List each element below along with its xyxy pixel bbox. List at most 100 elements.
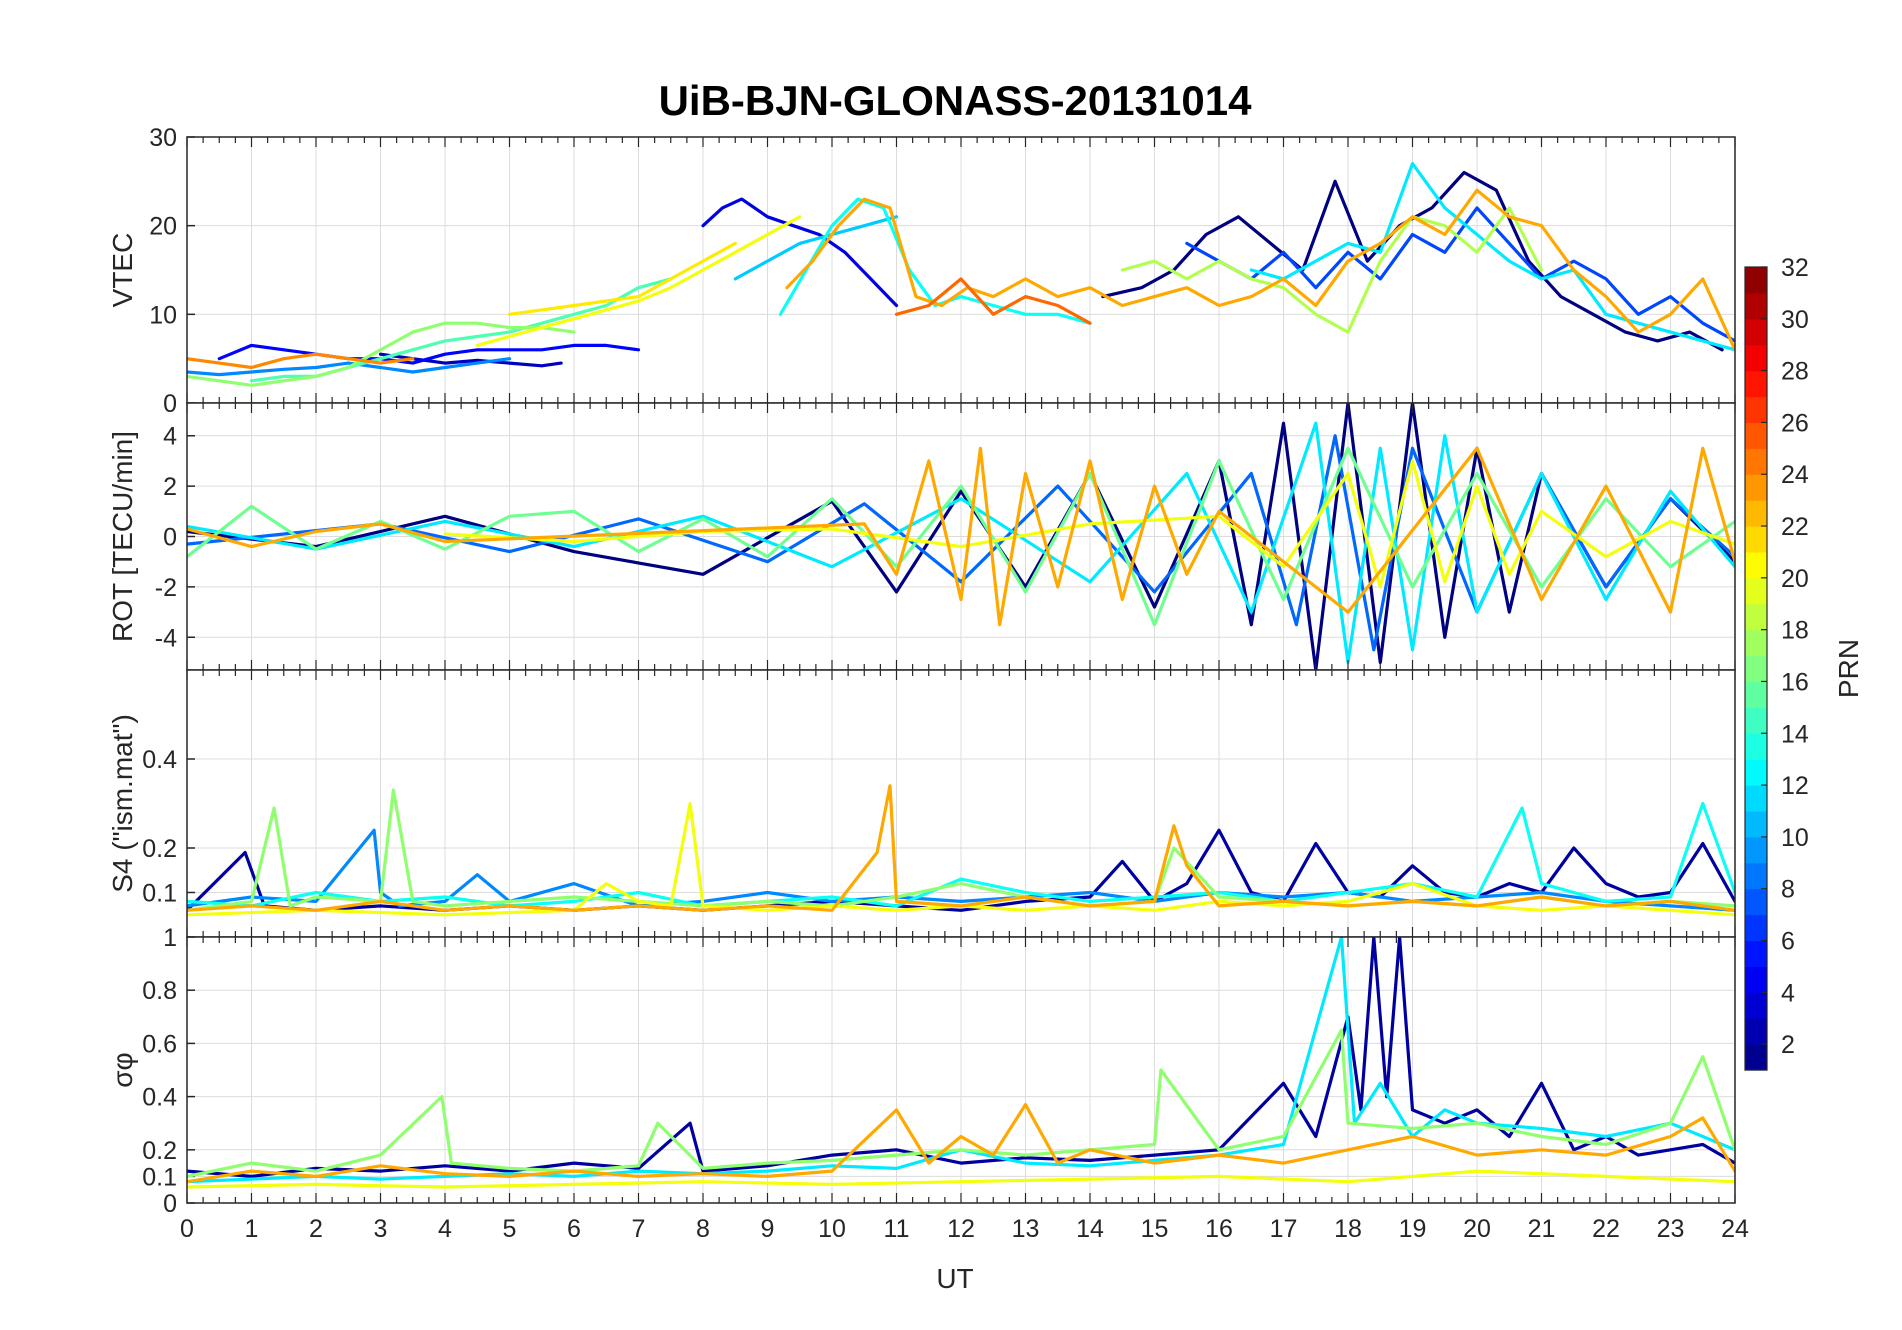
vtec-series-prn-11 xyxy=(733,215,899,281)
vtec-series-prn-13 xyxy=(778,197,1092,325)
vtec-series-prn-12 xyxy=(1249,162,1735,352)
rot-series-prn-12 xyxy=(187,421,1735,664)
colorbar-swatch xyxy=(1745,422,1767,449)
vtec-series-prn-5 xyxy=(217,343,641,365)
colorbar-swatch xyxy=(1745,500,1767,527)
sigma-ytick-label: 1 xyxy=(163,924,177,952)
sigma-ytick-label: 0.6 xyxy=(142,1030,177,1058)
colorbar-swatch xyxy=(1745,862,1767,890)
colorbar-swatch xyxy=(1745,292,1767,320)
rot-series-prn-16 xyxy=(187,446,1735,627)
x-tick-label: 12 xyxy=(947,1215,975,1243)
s4-series-prn-13 xyxy=(187,801,1735,908)
vtec-series-group xyxy=(187,162,1735,387)
colorbar-tick-label: 22 xyxy=(1781,513,1809,541)
sigma-series-prn-2 xyxy=(187,937,1735,1178)
x-tick-label: 21 xyxy=(1528,1215,1556,1243)
vtec-series-prn-7 xyxy=(1185,206,1735,343)
x-tick-label: 13 xyxy=(1012,1215,1040,1243)
colorbar-swatch xyxy=(1745,603,1767,631)
x-tick-label: 11 xyxy=(884,1215,910,1243)
colorbar-swatch xyxy=(1745,707,1767,734)
x-tick-label: 3 xyxy=(374,1215,388,1243)
colorbar-swatch xyxy=(1745,474,1767,501)
colorbar-swatch xyxy=(1745,914,1767,942)
rot-series-group xyxy=(187,403,1735,670)
colorbar-swatch xyxy=(1745,629,1767,657)
x-tick-label: 5 xyxy=(503,1215,517,1243)
vtec-series-prn-17 xyxy=(187,321,576,387)
x-tick-label: 16 xyxy=(1205,1215,1233,1243)
colorbar-tick-label: 12 xyxy=(1781,772,1809,800)
colorbar-tick-label: 28 xyxy=(1781,358,1809,386)
colorbar-swatch xyxy=(1745,526,1767,553)
vtec-ytick-label: 0 xyxy=(163,390,177,418)
sigma-axes-box xyxy=(186,936,1736,1204)
x-tick-label: 19 xyxy=(1399,1215,1427,1243)
colorbar-swatch xyxy=(1745,1018,1767,1045)
colorbar-label: PRN xyxy=(1833,639,1864,698)
colorbar-tick-label: 24 xyxy=(1781,461,1809,489)
colorbar-swatch xyxy=(1745,344,1767,372)
sigma-series-prn-20 xyxy=(187,1169,1735,1189)
colorbar-swatch xyxy=(1745,836,1767,864)
vtec-series-prn-18 xyxy=(1120,206,1544,334)
x-tick-label: 23 xyxy=(1657,1215,1685,1243)
s4-ytick-label: 0.4 xyxy=(142,746,177,774)
rot-ytick-label: 2 xyxy=(163,473,177,501)
colorbar-tick-label: 14 xyxy=(1781,720,1809,748)
vtec-series-prn-21 xyxy=(507,241,737,316)
colorbar-tick-label: 32 xyxy=(1781,254,1809,282)
colorbar-tick-label: 20 xyxy=(1781,565,1809,593)
colorbar-swatch xyxy=(1745,396,1767,424)
x-tick-label: 9 xyxy=(761,1215,775,1243)
vtec-series-prn-20 xyxy=(475,215,802,347)
sigma-ytick-label: 0.8 xyxy=(142,977,177,1005)
x-tick-label: 18 xyxy=(1334,1215,1362,1243)
chart-title: UiB-BJN-GLONASS-20131014 xyxy=(659,77,1253,124)
x-tick-label: 14 xyxy=(1076,1215,1104,1243)
colorbar-swatch xyxy=(1745,681,1767,708)
vtec-ytick-label: 20 xyxy=(149,213,177,241)
colorbar-swatch xyxy=(1745,1044,1767,1071)
colorbar-swatch xyxy=(1745,966,1767,993)
x-tick-label: 6 xyxy=(567,1215,581,1243)
colorbar-tick-label: 16 xyxy=(1781,668,1809,696)
x-tick-label: 15 xyxy=(1141,1215,1169,1243)
panel-sigma: 00.10.2 0.4 0.6 0.8 1 σφ xyxy=(107,924,1736,1218)
x-tick-label: 1 xyxy=(245,1215,259,1243)
sigma-ytick-label: 0 xyxy=(163,1190,177,1218)
vtec-series-prn-25 xyxy=(894,277,1092,325)
colorbar-swatch xyxy=(1745,370,1767,398)
rot-ytick-label: 4 xyxy=(163,423,177,451)
colorbar-tick-label: 2 xyxy=(1781,1031,1795,1059)
sigma-y-axis-label: σφ xyxy=(107,1052,138,1087)
colorbar-tick-label: 10 xyxy=(1781,824,1809,852)
sigma-series-group xyxy=(187,937,1735,1189)
colorbar-swatch xyxy=(1745,785,1767,812)
colorbar-tick-label: 18 xyxy=(1781,617,1809,645)
vtec-series-prn-23 xyxy=(785,188,1735,352)
x-tick-label: 24 xyxy=(1721,1215,1749,1243)
panel-s4: 0.1 0.2 0.4S4 ("ism.mat") xyxy=(107,669,1736,938)
vtec-series-prn-24 xyxy=(187,352,415,370)
x-tick-label: 7 xyxy=(632,1215,646,1243)
panel-rot: -4 -2 0 2 4 ROT [TECU/min] xyxy=(107,402,1736,671)
colorbar-tick-label: 4 xyxy=(1781,979,1795,1007)
sigma-series-prn-23 xyxy=(187,1103,1735,1184)
sigma-ytick-label: 0.2 xyxy=(142,1137,177,1165)
colorbar-tick-label: 8 xyxy=(1781,876,1795,904)
colorbar-frame xyxy=(1744,266,1768,1071)
x-tick-label: 20 xyxy=(1463,1215,1491,1243)
sigma-ytick-label: 0.1 xyxy=(142,1163,177,1191)
x-tick-label: 17 xyxy=(1270,1215,1298,1243)
colorbar-swatch xyxy=(1745,992,1767,1019)
s4-ytick-label: 0.2 xyxy=(142,835,177,863)
colorbar-swatch xyxy=(1745,655,1767,683)
colorbar-swatch xyxy=(1745,810,1767,838)
s4-series-group xyxy=(187,784,1735,917)
